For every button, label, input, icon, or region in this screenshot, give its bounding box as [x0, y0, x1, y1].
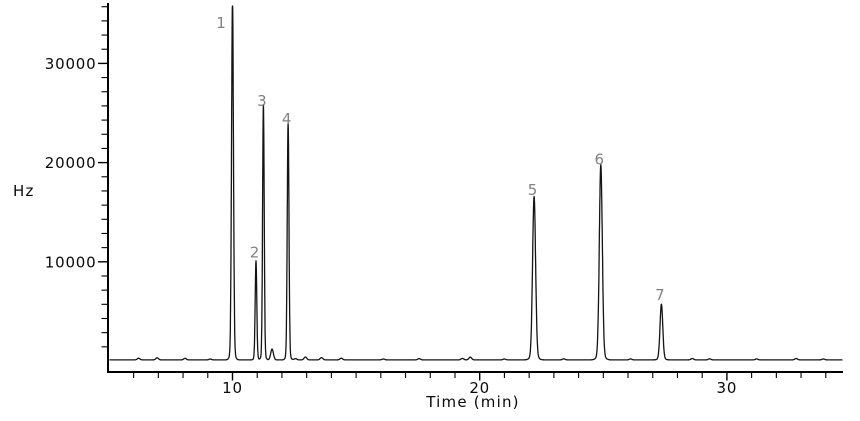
peak-1-annotation: 1 [216, 14, 226, 32]
peak-6-annotation: 6 [595, 150, 605, 168]
y-axis-title: Hz [13, 182, 35, 200]
chromatogram-trace [109, 5, 843, 361]
peak-5-annotation: 5 [528, 181, 538, 199]
y-tick-label: 20000 [45, 154, 97, 172]
y-tick-label: 10000 [45, 253, 97, 271]
plot-elements: 10000 20000 30000 10 20 30 1 2 34 5 6 7 [45, 3, 843, 397]
peak-4-annotation: 4 [282, 110, 292, 128]
x-axis-title: Time (min) [425, 393, 519, 411]
x-tick-label: 30 [717, 379, 738, 397]
y-tick-label: 30000 [45, 55, 97, 73]
x-tick-label: 20 [469, 379, 490, 397]
peak-7-annotation: 7 [655, 286, 665, 304]
peak-2-annotation: 2 [250, 244, 260, 262]
peak-3-annotation: 3 [257, 92, 267, 110]
x-tick-label: 10 [222, 379, 243, 397]
